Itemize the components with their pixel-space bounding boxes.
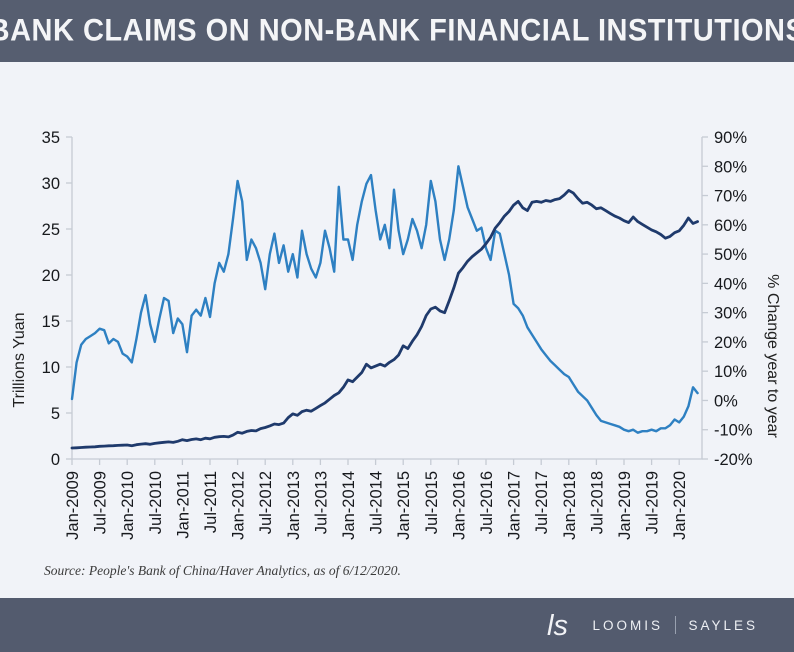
x-axis-tick-label: Jul-2010 [147, 471, 165, 534]
brand-footer: ls LOOMIS SAYLES [0, 598, 794, 652]
title-bar: BANK CLAIMS ON NON-BANK FINANCIAL INSTIT… [0, 0, 794, 62]
series-line-pct-change [70, 165, 699, 434]
x-axis-tick-label: Jan-2020 [671, 471, 689, 540]
line-chart: 35 30 25 20 15 10 5 0 90% 80% 70% 60% 50% 40% 30% 20% 10… [11, 129, 781, 540]
x-axis-tick-label: Jul-2018 [588, 471, 606, 534]
brand-loomis: LOOMIS [592, 617, 663, 633]
brand-sayles: SAYLES [688, 617, 758, 633]
axis-frame [71, 137, 703, 460]
left-axis-title: Trillions Yuan [11, 312, 28, 407]
right-axis-tick-label: 10% [714, 363, 747, 381]
left-axis-tick-label: 25 [42, 221, 60, 239]
x-axis-tick-label: Jul-2016 [478, 471, 496, 534]
x-axis-tick-label: Jan-2013 [285, 471, 303, 540]
x-axis-tick-label: Jan-2019 [616, 471, 634, 540]
right-axis-tick-label: 0% [714, 392, 738, 410]
left-axis-tick-label: 35 [42, 129, 60, 147]
x-axis-tick-label: Jan-2010 [119, 471, 137, 540]
x-axis-tick-label: Jul-2013 [312, 471, 330, 534]
x-axis-tick-label: Jan-2016 [450, 471, 468, 540]
left-axis-tick-label: 5 [51, 405, 60, 423]
right-axis-tick-label: 40% [714, 275, 747, 293]
series-line-claims [70, 188, 699, 450]
left-axis-tick-label: 20 [42, 267, 60, 285]
left-axis-tick-label: 30 [42, 175, 60, 193]
x-axis-tick-label: Jan-2014 [340, 471, 358, 540]
x-axis-tick-label: Jul-2009 [92, 471, 110, 534]
x-axis-tick-label: Jul-2012 [257, 471, 275, 534]
x-axis-tick-label: Jan-2015 [395, 471, 413, 540]
right-axis-tick-label: 60% [714, 217, 747, 235]
svg-text:ls: ls [547, 610, 568, 642]
x-axis-tick-label: Jul-2017 [533, 471, 551, 534]
left-axis-tick-label: 15 [42, 313, 60, 331]
right-axis-tick-label: 80% [714, 158, 747, 176]
loomis-sayles-monogram-icon: ls [546, 607, 574, 643]
right-axis-tick-label: 20% [714, 334, 747, 352]
x-axis-tick-label: Jul-2015 [423, 471, 441, 534]
x-axis-tick-label: Jul-2011 [202, 471, 220, 533]
source-note: Source: People's Bank of China/Haver Ana… [44, 563, 401, 578]
left-axis-tick-label: 10 [42, 359, 60, 377]
x-axis-tick-label: Jan-2018 [561, 471, 579, 540]
right-axis-tick-label: 30% [714, 305, 747, 323]
x-axis-tick-label: Jan-2012 [230, 471, 248, 540]
x-axis-tick-label: Jan-2011 [174, 471, 192, 539]
left-axis-tick-label: 0 [51, 451, 60, 469]
page-title: BANK CLAIMS ON NON-BANK FINANCIAL INSTIT… [0, 13, 794, 48]
chart-plot: 35 30 25 20 15 10 5 0 90% 80% 70% 60% 50% 40% 30% 20% 10… [42, 129, 753, 540]
right-axis-tick-label: 90% [714, 129, 747, 147]
right-axis-tick-label: 50% [714, 246, 747, 264]
brand-divider [674, 616, 677, 634]
x-axis-tick-label: Jan-2017 [506, 471, 524, 540]
ls-logo-icon: ls [547, 610, 568, 642]
x-axis-tick-label: Jul-2014 [368, 471, 386, 534]
x-axis-tick-label: Jan-2009 [64, 471, 82, 540]
right-axis-tick-label: -10% [714, 422, 753, 440]
x-axis-tick-label: Jul-2019 [644, 471, 662, 534]
right-axis-tick-label: -20% [714, 451, 753, 469]
right-axis-tick-label: 70% [714, 188, 747, 206]
right-axis-title: % Change year to year [764, 274, 781, 438]
